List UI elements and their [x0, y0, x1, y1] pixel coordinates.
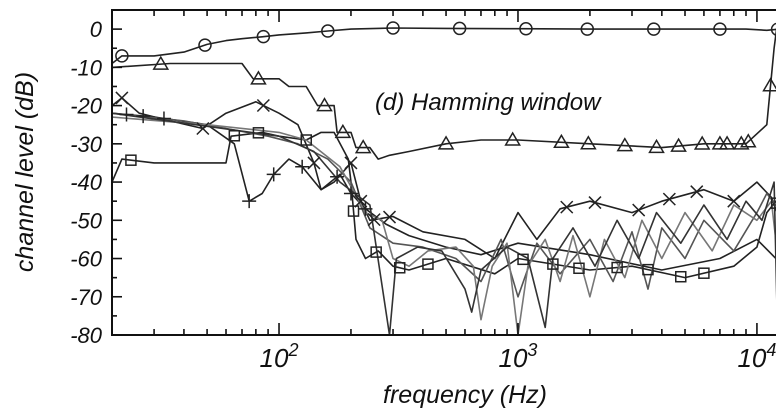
series-2-marker-1 [152, 55, 170, 70]
x-tick-label-base: 10 [499, 343, 528, 373]
series-4-marker-6 [295, 159, 310, 174]
series-3-marker-4 [307, 156, 321, 170]
series-2-marker-17 [739, 133, 757, 148]
series-3-marker-11 [632, 203, 646, 217]
series-1-line [111, 27, 776, 65]
series-2-marker-4 [334, 123, 352, 139]
series-1-marker-6 [452, 21, 467, 36]
x-tick-label-base: 10 [260, 343, 289, 373]
series-2-marker-15 [718, 135, 736, 150]
series-2-marker-7 [504, 131, 521, 146]
series-5-marker-16 [770, 197, 776, 209]
series-4-marker-1 [119, 107, 134, 122]
series-2-marker-13 [693, 135, 711, 150]
series-5-marker-9 [517, 253, 529, 266]
series-3-marker-8 [382, 210, 397, 224]
x-tick-label-exponent: 2 [287, 340, 298, 360]
series-4-marker-2 [136, 109, 151, 124]
x-tick-label-exponent: 4 [766, 340, 776, 360]
series-3-marker-10 [588, 196, 602, 210]
series-1-marker-5 [386, 21, 400, 35]
series-7-line [111, 116, 776, 336]
series-5-marker-10 [547, 258, 559, 270]
series-3-marker-3 [256, 98, 270, 113]
y-tick-label: 0 [90, 17, 103, 42]
y-tick-label: -50 [70, 208, 103, 233]
series-2-marker-16 [732, 135, 750, 150]
plot-frame [111, 9, 776, 336]
x-tick-label-exponent: 3 [527, 340, 537, 360]
series-3-marker-12 [662, 192, 676, 206]
y-tick-label: -20 [70, 94, 103, 119]
series-5-marker-12 [611, 261, 623, 274]
series-5-marker-3 [252, 127, 265, 139]
series-5-marker-14 [675, 270, 687, 283]
series-3-marker-13 [690, 185, 704, 199]
series-3-marker-2 [196, 121, 210, 136]
series-5-marker-2 [228, 130, 241, 142]
series-1-marker-2 [198, 38, 212, 52]
series-5-marker-6 [370, 246, 382, 258]
series-1-marker-9 [647, 22, 661, 36]
x-tick-label-3: 104 [737, 340, 776, 373]
y-tick-label: -60 [70, 247, 103, 272]
markers-layer [115, 21, 776, 283]
x-tick-label-2: 103 [499, 340, 538, 373]
y-tick-label: -70 [70, 285, 103, 310]
series-2-marker-3 [316, 97, 333, 112]
series-4-marker-5 [266, 167, 281, 182]
series-5-marker-7 [393, 262, 406, 274]
series-2-marker-14 [711, 135, 729, 150]
series-1-marker-3 [256, 29, 271, 44]
y-tick-label: -10 [70, 55, 103, 80]
series-3-marker-14 [727, 194, 741, 208]
series-6-line [111, 112, 776, 298]
series-2-marker-10 [616, 137, 634, 152]
series-5-marker-5 [347, 205, 360, 217]
series-2-marker-9 [580, 135, 597, 150]
series-2-marker-6 [437, 135, 455, 150]
series-4-marker-8 [343, 186, 358, 201]
series-2-marker-18 [762, 77, 776, 92]
series-layer [111, 27, 776, 336]
series-1-marker-7 [519, 22, 533, 36]
y-axis-title: channel level (dB) [11, 72, 39, 272]
series-2-marker-8 [553, 133, 570, 149]
series-5-marker-4 [300, 134, 312, 146]
x-tick-label-1: 102 [260, 340, 299, 373]
series-5-marker-8 [422, 258, 434, 270]
series-1-marker-8 [580, 22, 595, 36]
series-5-marker-13 [642, 263, 654, 276]
series-1-marker-4 [321, 24, 335, 38]
series-3-marker-7 [367, 213, 381, 227]
series-2-line [111, 27, 776, 160]
series-5-marker-15 [698, 267, 710, 279]
series-1-marker-1 [115, 49, 129, 63]
series-4-marker-4 [242, 194, 257, 209]
series-4-marker-7 [330, 169, 345, 184]
series-2-marker-5 [354, 139, 372, 154]
x-tick-label-base: 10 [737, 343, 766, 373]
series-3-marker-1 [115, 91, 129, 105]
x-axis-title: frequency (Hz) [383, 381, 547, 409]
series-2-marker-12 [670, 137, 687, 152]
series-1-marker-10 [713, 22, 727, 36]
series-4-marker-3 [156, 111, 171, 126]
chart-annotation: (d) Hamming window [375, 89, 602, 116]
series-3-marker-9 [560, 200, 574, 214]
y-tick-label: -30 [70, 132, 103, 157]
series-2-marker-2 [250, 70, 267, 85]
series-2-marker-11 [648, 138, 665, 154]
y-tick-label: -80 [70, 323, 103, 348]
series-5-marker-1 [125, 154, 137, 166]
series-5-marker-11 [573, 262, 585, 275]
series-4-marker-9 [358, 201, 373, 216]
series-3-marker-5 [344, 156, 358, 170]
series-1-marker-11 [770, 22, 776, 36]
y-tick-label: -40 [70, 170, 103, 195]
series-3-line [111, 97, 776, 260]
